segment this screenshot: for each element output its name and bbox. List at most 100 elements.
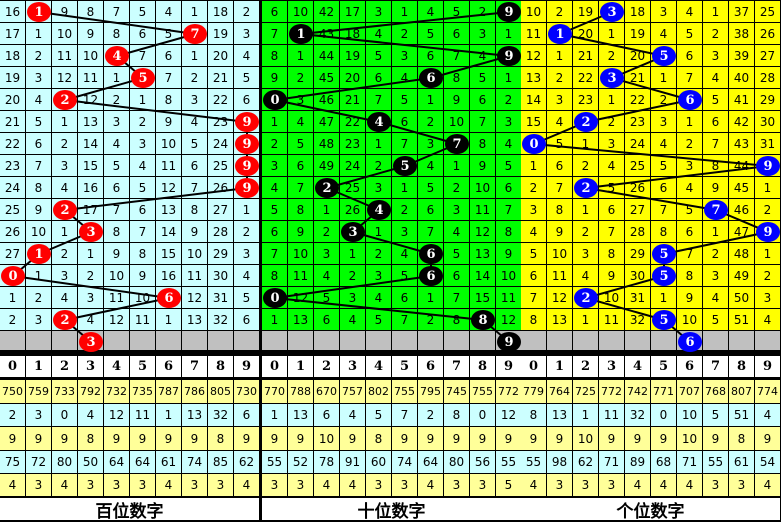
stat-cell: 755 [470, 380, 496, 404]
stat-cell: 62 [573, 451, 599, 474]
digit-header: 5 [392, 356, 418, 378]
stat-cell: 2 [418, 404, 444, 427]
omission-cell: 9 [703, 177, 729, 199]
omission-cell: 7 [521, 287, 547, 309]
omission-cell: 5 [130, 177, 156, 199]
stat-cell: 8 [208, 427, 234, 451]
omission-cell: 4 [573, 265, 599, 287]
stat-cell: 9 [104, 427, 130, 451]
stat-cell: 55 [262, 451, 288, 474]
draw-ball-1: 1 [27, 244, 51, 264]
pending-cell [52, 331, 78, 351]
stat-cell: 807 [729, 380, 755, 404]
omission-cell: 9 [470, 155, 496, 177]
stat-cell: 4 [314, 474, 340, 497]
stat-cell: 805 [208, 380, 234, 404]
omission-cell: 2 [78, 265, 104, 287]
omission-cell: 26 [755, 23, 781, 45]
stat-cell: 11 [599, 404, 625, 427]
omission-cell: 1 [104, 67, 130, 89]
omission-cell: 30 [755, 111, 781, 133]
omission-cell: 7 [104, 1, 130, 23]
omission-cell: 40 [729, 67, 755, 89]
omission-cell: 18 [340, 23, 366, 45]
omission-cell: 4 [470, 45, 496, 67]
omission-cell: 26 [625, 177, 651, 199]
stat-cell: 75 [0, 451, 26, 474]
omission-cell: 8 [547, 199, 573, 221]
draw-ball-7: 7 [183, 24, 207, 44]
pending-cell [573, 331, 599, 351]
digit-header: 5 [130, 356, 156, 378]
omission-cell: 31 [625, 287, 651, 309]
omission-cell: 18 [0, 45, 26, 67]
omission-cell: 6 [26, 133, 52, 155]
digit-header: 0 [521, 356, 547, 378]
omission-cell: 8 [262, 265, 288, 287]
omission-cell: 23 [340, 133, 366, 155]
omission-cell: 6 [130, 199, 156, 221]
digit-header: 1 [288, 356, 314, 378]
omission-cell: 6 [651, 177, 677, 199]
omission-cell: 1 [340, 243, 366, 265]
stat-cell: 5 [496, 474, 522, 497]
omission-cell: 11 [496, 287, 522, 309]
omission-cell: 2 [366, 243, 392, 265]
omission-cell: 8 [444, 309, 470, 331]
omission-cell: 2 [392, 23, 418, 45]
omission-cell: 5 [104, 155, 130, 177]
omission-cell: 23 [625, 111, 651, 133]
omission-cell: 1 [366, 221, 392, 243]
omission-cell: 3 [78, 287, 104, 309]
omission-cell: 17 [78, 199, 104, 221]
omission-cell: 5 [392, 89, 418, 111]
pending-cell [444, 331, 470, 351]
omission-cell: 9 [288, 221, 314, 243]
stat-cell: 771 [651, 380, 677, 404]
stat-cell: 54 [755, 451, 781, 474]
omission-cell: 1 [262, 111, 288, 133]
draw-ball-9: 9 [235, 112, 259, 132]
omission-cell: 2 [573, 221, 599, 243]
omission-cell: 3 [366, 177, 392, 199]
stat-cell: 3 [444, 474, 470, 497]
omission-cell: 37 [729, 1, 755, 23]
stat-cell: 8 [366, 427, 392, 451]
omission-cell: 1 [288, 45, 314, 67]
omission-cell: 6 [262, 221, 288, 243]
omission-cell: 24 [625, 133, 651, 155]
stat-cell: 9 [496, 427, 522, 451]
omission-cell: 5 [703, 89, 729, 111]
omission-cell: 19 [340, 45, 366, 67]
omission-cell: 28 [755, 67, 781, 89]
stat-cell: 80 [444, 451, 470, 474]
stat-cell: 9 [599, 427, 625, 451]
stat-cell: 4 [755, 474, 781, 497]
omission-cell: 10 [52, 23, 78, 45]
omission-cell: 1 [26, 265, 52, 287]
omission-cell: 6 [392, 111, 418, 133]
omission-cell: 6 [418, 199, 444, 221]
omission-cell: 1 [366, 133, 392, 155]
omission-cell: 3 [651, 1, 677, 23]
omission-cell: 12 [521, 45, 547, 67]
omission-cell: 19 [208, 23, 234, 45]
digit-header: 4 [104, 356, 130, 378]
omission-cell: 45 [729, 177, 755, 199]
omission-cell: 2 [521, 177, 547, 199]
omission-cell: 1 [130, 89, 156, 111]
omission-cell: 5 [130, 1, 156, 23]
omission-cell: 6 [234, 89, 260, 111]
omission-cell: 28 [208, 221, 234, 243]
omission-cell: 28 [625, 221, 651, 243]
omission-cell: 3 [288, 89, 314, 111]
omission-cell: 8 [156, 89, 182, 111]
omission-cell: 1 [156, 309, 182, 331]
omission-cell: 1 [0, 287, 26, 309]
stat-cell: 3 [470, 474, 496, 497]
omission-cell: 2 [599, 45, 625, 67]
omission-cell: 10 [677, 309, 703, 331]
omission-cell: 7 [496, 199, 522, 221]
omission-cell: 3 [703, 45, 729, 67]
stat-cell: 786 [182, 380, 208, 404]
